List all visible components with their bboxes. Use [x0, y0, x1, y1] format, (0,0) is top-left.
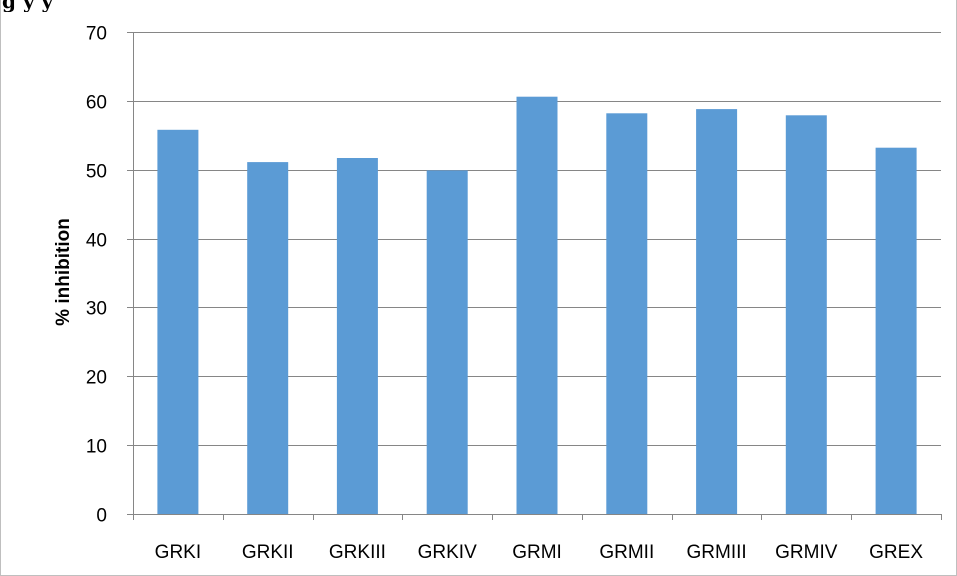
- bars: [157, 96, 917, 515]
- x-tick-label: GRKIII: [329, 542, 386, 563]
- y-tick-label: 0: [96, 506, 107, 527]
- bar-grkiii: [336, 158, 378, 514]
- y-tick-label: 30: [86, 299, 107, 320]
- bar-grmi: [516, 96, 558, 514]
- y-tick-label: 70: [86, 24, 107, 45]
- y-tick-label: 50: [86, 162, 107, 183]
- y-tick-label: 10: [86, 437, 107, 458]
- axes: [127, 32, 942, 520]
- y-axis-title: % inhibition: [53, 218, 74, 326]
- y-tick-label: 20: [86, 368, 107, 389]
- x-tick-label: GRMIV: [775, 542, 838, 563]
- x-tick-label: GREX: [869, 542, 923, 563]
- x-tick-labels: GRKI GRKII GRKIII GRKIV GRMI GRMII GRMIII GRMIV…: [155, 542, 924, 563]
- x-tick-label: GRKI: [155, 542, 201, 563]
- x-tick-label: GRMII: [599, 542, 654, 563]
- y-tick-label: 60: [86, 93, 107, 114]
- figure-caption-text: g y y: [2, 0, 54, 12]
- x-tick-label: GRKII: [242, 542, 294, 563]
- bar-grkii: [247, 162, 289, 514]
- x-tick-label: GRMIII: [687, 542, 747, 563]
- bar-grkiv: [426, 170, 468, 514]
- y-tick-labels: 0 10 20 30 40 50 60 70: [86, 24, 107, 527]
- y-tick-label: 40: [86, 231, 107, 252]
- x-tick-label: GRMI: [512, 542, 562, 563]
- bar-grki: [157, 129, 199, 515]
- bar-grex: [875, 147, 917, 514]
- bar-grmiv: [785, 115, 827, 515]
- bar-grmiii: [696, 109, 738, 514]
- bar-grmii: [606, 113, 648, 515]
- x-tick-label: GRKIV: [418, 542, 477, 563]
- figure-caption-clipped: g y y: [0, 0, 957, 12]
